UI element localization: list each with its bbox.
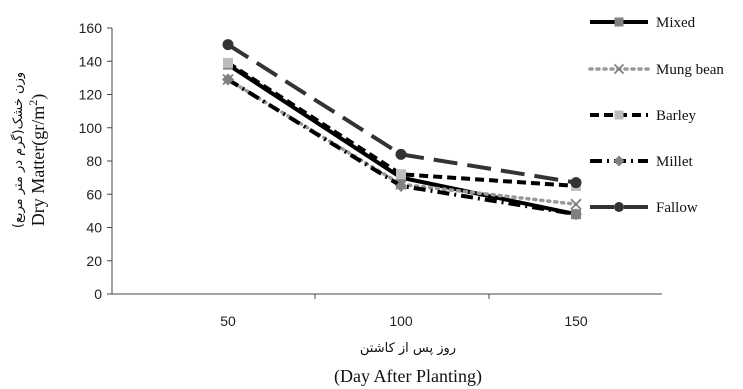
y-tick-label: 120	[79, 87, 103, 103]
series-line	[226, 61, 577, 188]
series-barley	[223, 57, 581, 191]
legend-item: Mixed	[590, 15, 696, 31]
legend-item: Barley	[590, 108, 696, 124]
x-tick-label: 50	[220, 313, 236, 329]
legend-marker	[614, 202, 624, 212]
legend-label: Millet	[656, 154, 693, 170]
y-axis-title-english: Dry Matter(gr/m2)	[26, 94, 49, 226]
series-line	[226, 42, 577, 185]
legend-marker	[613, 63, 625, 75]
legend-label: Mung bean	[656, 62, 724, 78]
y-axis-title-superscript: 2	[26, 100, 40, 106]
legend: Mixed Mung bean Barley Millet Fallow	[588, 15, 724, 216]
legend-marker	[614, 17, 624, 27]
x-tick-label: 100	[389, 313, 413, 329]
y-axis-title-persian: وزن خشک(گرم در متر مربع)	[10, 72, 26, 228]
series-line	[226, 62, 577, 217]
legend-label: Mixed	[656, 15, 696, 31]
data-point	[570, 177, 582, 189]
y-ticks: 0 20 40 60 80 100 120 140 160	[79, 20, 112, 302]
data-point	[222, 39, 234, 51]
x-axis-title-persian: روز پس از کاشتن	[360, 341, 456, 356]
axes	[111, 28, 662, 295]
series	[222, 39, 582, 221]
y-tick-label: 0	[94, 286, 102, 302]
x-ticks: 50 100 150	[220, 294, 588, 329]
data-point	[395, 148, 407, 160]
data-point	[570, 198, 582, 210]
y-tick-label: 160	[79, 20, 103, 36]
series-mixed	[223, 59, 581, 220]
legend-label: Barley	[656, 108, 696, 124]
y-axis-title-tail: )	[28, 94, 49, 100]
legend-item: Millet	[590, 154, 693, 170]
legend-item: Mung bean	[588, 62, 724, 78]
legend-item: Fallow	[590, 200, 698, 216]
data-point	[395, 179, 407, 192]
y-axis-title-main: Dry Matter(gr/m	[28, 106, 49, 226]
x-axis-title-english: (Day After Planting)	[334, 366, 482, 387]
y-tick-label: 100	[79, 120, 103, 136]
y-tick-label: 20	[86, 253, 102, 269]
legend-marker	[613, 155, 625, 167]
data-point	[222, 73, 234, 86]
data-point	[570, 208, 582, 221]
y-tick-label: 60	[86, 186, 102, 202]
legend-marker	[614, 110, 624, 120]
x-tick-label: 150	[564, 313, 588, 329]
y-tick-label: 140	[79, 53, 103, 69]
y-tick-label: 80	[86, 153, 102, 169]
series-fallow	[222, 39, 582, 189]
y-tick-label: 40	[86, 220, 102, 236]
legend-label: Fallow	[656, 200, 698, 216]
series-millet	[222, 73, 582, 221]
data-point	[396, 169, 406, 180]
data-point	[223, 57, 233, 68]
